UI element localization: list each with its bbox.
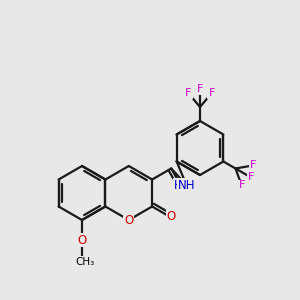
Text: CH₃: CH₃: [75, 257, 94, 267]
Text: F: F: [248, 172, 254, 182]
Text: O: O: [167, 210, 176, 223]
Text: F: F: [185, 88, 192, 98]
Text: HN: HN: [174, 178, 191, 192]
Text: F: F: [197, 84, 203, 94]
Text: F: F: [250, 160, 256, 170]
Text: O: O: [77, 233, 87, 247]
Text: O: O: [124, 214, 134, 226]
Text: O: O: [178, 179, 188, 192]
Text: F: F: [238, 180, 245, 190]
Text: NH: NH: [178, 178, 195, 192]
Text: F: F: [208, 88, 215, 98]
